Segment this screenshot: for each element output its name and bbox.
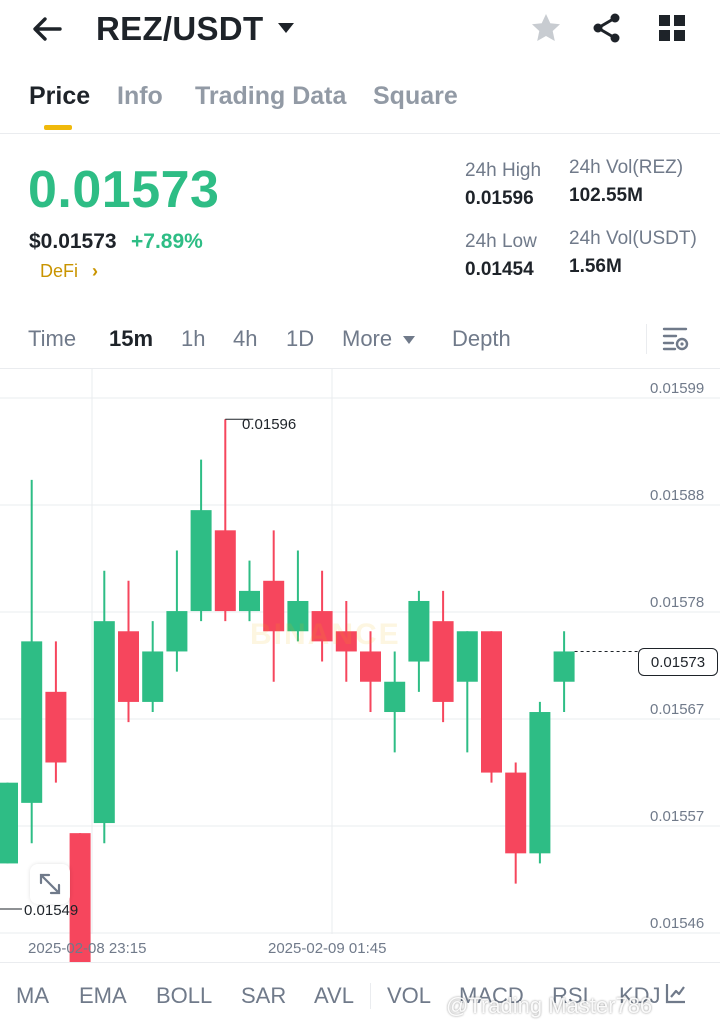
last-price: 0.01573 <box>28 161 220 219</box>
page-tabs: Price Info Trading Data Square <box>0 78 720 134</box>
indicator-vol[interactable]: VOL <box>387 983 432 1008</box>
chevron-right-icon: › <box>92 261 99 281</box>
candle-body <box>384 681 406 713</box>
indicator-avl[interactable]: AVL <box>314 983 354 1008</box>
low-marker-label: 0.01549 <box>24 902 79 919</box>
top-bar: REZ/USDT <box>0 0 720 62</box>
high-24h-label: 24h High <box>465 160 542 181</box>
candlestick-chart[interactable]: BINANCE 0.01599 0.01588 0.01578 0.01567 … <box>0 368 720 962</box>
candle-body <box>432 621 454 702</box>
candle-body <box>142 651 164 702</box>
candle-body <box>69 833 91 962</box>
back-arrow-icon[interactable] <box>30 12 64 46</box>
expand-icon <box>39 873 61 895</box>
indicator-ma[interactable]: MA <box>16 983 49 1008</box>
candle-body <box>529 712 551 854</box>
caret-down-icon[interactable] <box>276 21 296 35</box>
vol-quote-value: 1.56M <box>569 256 622 277</box>
candle-body <box>408 600 430 662</box>
price-axis-label: 0.01557 <box>650 808 705 825</box>
price-axis-label: 0.01546 <box>650 915 705 932</box>
vol-quote-label: 24h Vol(USDT) <box>569 228 697 249</box>
interval-1d[interactable]: 1D <box>286 326 315 351</box>
candle-body <box>93 621 115 824</box>
indicator-sar[interactable]: SAR <box>241 983 287 1008</box>
interval-15m[interactable]: 15m <box>109 326 154 351</box>
low-24h-label: 24h Low <box>465 231 537 252</box>
category-tag[interactable]: DeFi › <box>40 261 98 282</box>
price-axis-label: 0.01599 <box>650 380 705 397</box>
interval-more[interactable]: More <box>342 326 416 352</box>
price-change-percent: +7.89% <box>131 230 203 253</box>
candle-series <box>0 419 575 962</box>
indicator-rsi[interactable]: RSI <box>552 983 589 1008</box>
indicator-edit-icon[interactable] <box>664 981 688 1005</box>
candle-body <box>214 530 236 612</box>
interval-more-label: More <box>342 326 393 351</box>
interval-1h[interactable]: 1h <box>181 326 206 351</box>
high-24h-value: 0.01596 <box>465 188 534 209</box>
interval-bar: Time 15m 1h 4h 1D More Depth <box>0 310 720 369</box>
interval-4h[interactable]: 4h <box>233 326 258 351</box>
candle-body <box>239 590 260 612</box>
chart-markers <box>0 418 638 910</box>
category-tag-label: DeFi <box>40 261 79 281</box>
vol-base-value: 102.55M <box>569 185 643 206</box>
divider <box>370 983 371 1009</box>
candle-body <box>190 510 212 612</box>
interval-time[interactable]: Time <box>28 326 77 351</box>
candle-body <box>481 631 502 773</box>
usd-price: $0.01573 <box>29 230 117 253</box>
active-tab-indicator <box>44 125 72 130</box>
candle-body <box>335 631 357 652</box>
chart-settings-icon[interactable] <box>662 326 690 352</box>
candle-body <box>0 782 18 864</box>
indicator-bar: MA EMA BOLL SAR AVL VOL MACD RSI KDJ @Tr… <box>0 962 720 1030</box>
pair-title[interactable]: REZ/USDT <box>96 10 264 47</box>
candle-body <box>456 631 478 682</box>
candle-body <box>360 651 381 682</box>
candle-body <box>21 641 43 803</box>
star-icon[interactable] <box>530 12 562 44</box>
tab-trading-data[interactable]: Trading Data <box>195 82 347 110</box>
divider <box>646 324 647 354</box>
indicator-boll[interactable]: BOLL <box>156 983 213 1008</box>
tab-square[interactable]: Square <box>373 82 458 110</box>
candle-body <box>505 772 527 854</box>
candle-body <box>45 691 67 763</box>
indicator-macd[interactable]: MACD <box>459 983 524 1008</box>
candle-body <box>118 631 139 702</box>
time-axis-label: 2025-02-08 23:15 <box>28 940 147 957</box>
low-24h-value: 0.01454 <box>465 259 534 280</box>
indicator-ema[interactable]: EMA <box>79 983 127 1008</box>
depth-tab[interactable]: Depth <box>452 326 511 351</box>
candle-body <box>263 580 285 632</box>
tab-info[interactable]: Info <box>117 82 163 110</box>
fullscreen-button[interactable] <box>30 864 70 904</box>
caret-down-icon <box>403 336 416 345</box>
vol-base-label: 24h Vol(REZ) <box>569 157 684 178</box>
price-axis-label: 0.01567 <box>650 701 705 718</box>
tab-price[interactable]: Price <box>29 82 91 110</box>
price-axis-label: 0.01588 <box>650 487 705 504</box>
time-axis-label: 2025-02-09 01:45 <box>268 940 387 957</box>
price-axis-label: 0.01578 <box>650 594 705 611</box>
current-price-label: 0.01573 <box>638 648 718 676</box>
exchange-watermark: BINANCE <box>250 618 401 651</box>
chart-grid <box>0 368 720 934</box>
watermark-credit: @Trading Master786 <box>446 993 653 1018</box>
candle-body <box>311 611 333 642</box>
share-icon[interactable] <box>591 12 623 44</box>
candle-body <box>166 611 188 652</box>
candle-body <box>287 600 309 632</box>
chart-canvas[interactable] <box>0 368 720 962</box>
grid-icon[interactable] <box>658 14 686 42</box>
high-marker-label: 0.01596 <box>242 416 297 433</box>
indicator-kdj[interactable]: KDJ <box>619 983 661 1008</box>
candle-body <box>553 651 575 682</box>
